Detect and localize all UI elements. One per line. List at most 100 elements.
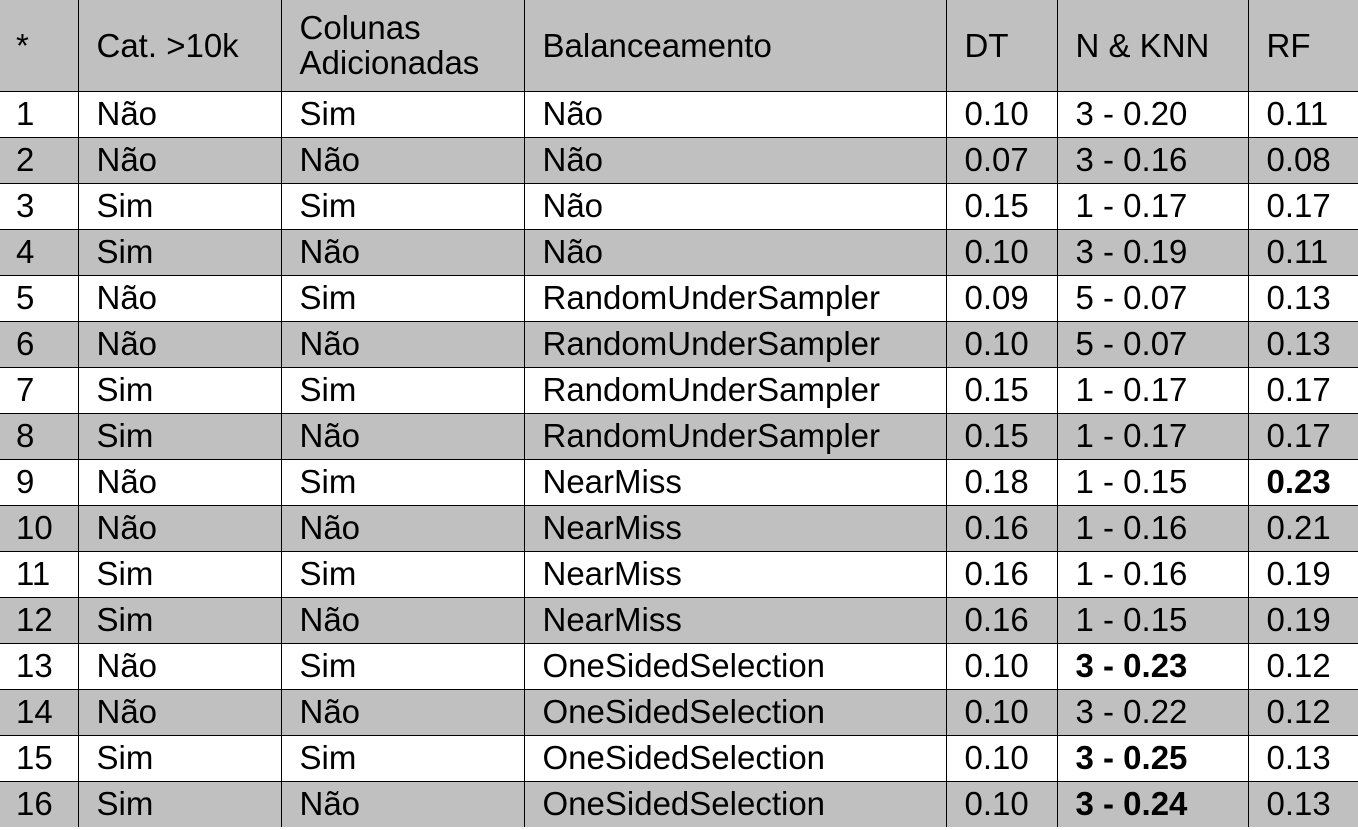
cell-id: 2	[0, 136, 79, 184]
cell-id: 6	[0, 320, 79, 368]
table-row: 3 Sim Sim Não 0.15 1 - 0.17 0.17	[0, 182, 1358, 230]
cell-cat-10k: Não	[77, 458, 282, 506]
cell-id: 1	[0, 90, 79, 138]
cell-dt: 0.10	[945, 688, 1058, 736]
cell-id: 14	[0, 688, 79, 736]
header-rf: RF	[1247, 0, 1358, 92]
table-row: 12 Sim Não NearMiss 0.16 1 - 0.15 0.19	[0, 596, 1358, 644]
table-row: 10 Não Não NearMiss 0.16 1 - 0.16 0.21	[0, 504, 1358, 552]
cell-dt: 0.10	[945, 780, 1058, 827]
cell-cat-10k: Não	[77, 90, 282, 138]
cell-cat-10k: Não	[77, 136, 282, 184]
table-row: 13 Não Sim OneSidedSelection 0.10 3 - 0.23 0.1…	[0, 642, 1358, 690]
cell-dt: 0.07	[945, 136, 1058, 184]
header-balanceamento: Balanceamento	[523, 0, 947, 92]
cell-n-knn: 3 - 0.25	[1056, 734, 1249, 782]
cell-dt: 0.18	[945, 458, 1058, 506]
cell-id: 16	[0, 780, 79, 827]
table-row: 5 Não Sim RandomUnderSampler 0.09 5 - 0.07 0.1…	[0, 274, 1358, 322]
cell-dt: 0.16	[945, 504, 1058, 552]
table-row: 14 Não Não OneSidedSelection 0.10 3 - 0.22 0.1…	[0, 688, 1358, 736]
table-row: 16 Sim Não OneSidedSelection 0.10 3 - 0.24 0.1…	[0, 780, 1358, 827]
header-dt: DT	[945, 0, 1058, 92]
cell-rf: 0.19	[1247, 550, 1358, 598]
header-n-knn: N & KNN	[1056, 0, 1249, 92]
cell-dt: 0.10	[945, 228, 1058, 276]
cell-rf: 0.13	[1247, 780, 1358, 827]
header-asterisk: *	[0, 0, 79, 92]
cell-n-knn: 3 - 0.22	[1056, 688, 1249, 736]
cell-n-knn: 3 - 0.19	[1056, 228, 1249, 276]
cell-balanceamento: OneSidedSelection	[523, 780, 947, 827]
cell-n-knn: 3 - 0.20	[1056, 90, 1249, 138]
cell-n-knn: 1 - 0.15	[1056, 596, 1249, 644]
cell-balanceamento: RandomUnderSampler	[523, 412, 947, 460]
cell-rf: 0.12	[1247, 642, 1358, 690]
cell-balanceamento: NearMiss	[523, 504, 947, 552]
cell-colunas-adicionadas: Não	[280, 688, 525, 736]
cell-id: 8	[0, 412, 79, 460]
cell-colunas-adicionadas: Não	[280, 136, 525, 184]
cell-colunas-adicionadas: Sim	[280, 458, 525, 506]
cell-rf: 0.13	[1247, 320, 1358, 368]
cell-n-knn: 1 - 0.15	[1056, 458, 1249, 506]
cell-balanceamento: RandomUnderSampler	[523, 366, 947, 414]
cell-balanceamento: RandomUnderSampler	[523, 320, 947, 368]
cell-colunas-adicionadas: Não	[280, 412, 525, 460]
header-colunas-adicionadas: Colunas Adicionadas	[280, 0, 525, 92]
cell-rf: 0.08	[1247, 136, 1358, 184]
cell-rf: 0.19	[1247, 596, 1358, 644]
cell-n-knn: 3 - 0.16	[1056, 136, 1249, 184]
cell-balanceamento: Não	[523, 228, 947, 276]
cell-balanceamento: OneSidedSelection	[523, 688, 947, 736]
cell-cat-10k: Sim	[77, 734, 282, 782]
header-cat-10k: Cat. >10k	[77, 0, 282, 92]
cell-rf: 0.17	[1247, 412, 1358, 460]
cell-colunas-adicionadas: Sim	[280, 274, 525, 322]
cell-id: 9	[0, 458, 79, 506]
cell-n-knn: 1 - 0.17	[1056, 182, 1249, 230]
table-row: 2 Não Não Não 0.07 3 - 0.16 0.08	[0, 136, 1358, 184]
cell-colunas-adicionadas: Não	[280, 504, 525, 552]
cell-cat-10k: Sim	[77, 228, 282, 276]
cell-dt: 0.16	[945, 596, 1058, 644]
cell-n-knn: 1 - 0.16	[1056, 550, 1249, 598]
cell-id: 4	[0, 228, 79, 276]
cell-balanceamento: Não	[523, 90, 947, 138]
cell-cat-10k: Não	[77, 688, 282, 736]
cell-cat-10k: Sim	[77, 366, 282, 414]
table-row: 4 Sim Não Não 0.10 3 - 0.19 0.11	[0, 228, 1358, 276]
cell-colunas-adicionadas: Não	[280, 228, 525, 276]
table-row: 9 Não Sim NearMiss 0.18 1 - 0.15 0.23	[0, 458, 1358, 506]
cell-dt: 0.10	[945, 320, 1058, 368]
cell-colunas-adicionadas: Sim	[280, 366, 525, 414]
cell-colunas-adicionadas: Sim	[280, 550, 525, 598]
cell-dt: 0.10	[945, 90, 1058, 138]
cell-n-knn: 5 - 0.07	[1056, 274, 1249, 322]
cell-cat-10k: Não	[77, 504, 282, 552]
cell-n-knn: 1 - 0.17	[1056, 412, 1249, 460]
cell-rf: 0.11	[1247, 228, 1358, 276]
cell-id: 7	[0, 366, 79, 414]
cell-cat-10k: Sim	[77, 412, 282, 460]
cell-rf: 0.23	[1247, 458, 1358, 506]
cell-colunas-adicionadas: Não	[280, 596, 525, 644]
cell-cat-10k: Sim	[77, 182, 282, 230]
table-body: 1 Não Sim Não 0.10 3 - 0.20 0.11 2 Não Não Não 0.07…	[0, 90, 1358, 827]
cell-rf: 0.13	[1247, 274, 1358, 322]
cell-balanceamento: NearMiss	[523, 458, 947, 506]
cell-balanceamento: Não	[523, 136, 947, 184]
cell-n-knn: 3 - 0.24	[1056, 780, 1249, 827]
cell-rf: 0.13	[1247, 734, 1358, 782]
cell-cat-10k: Não	[77, 320, 282, 368]
cell-dt: 0.15	[945, 182, 1058, 230]
cell-dt: 0.09	[945, 274, 1058, 322]
cell-n-knn: 1 - 0.16	[1056, 504, 1249, 552]
cell-id: 12	[0, 596, 79, 644]
table-row: 7 Sim Sim RandomUnderSampler 0.15 1 - 0.17 0.1…	[0, 366, 1358, 414]
cell-colunas-adicionadas: Não	[280, 320, 525, 368]
cell-balanceamento: OneSidedSelection	[523, 642, 947, 690]
cell-id: 10	[0, 504, 79, 552]
cell-balanceamento: NearMiss	[523, 550, 947, 598]
